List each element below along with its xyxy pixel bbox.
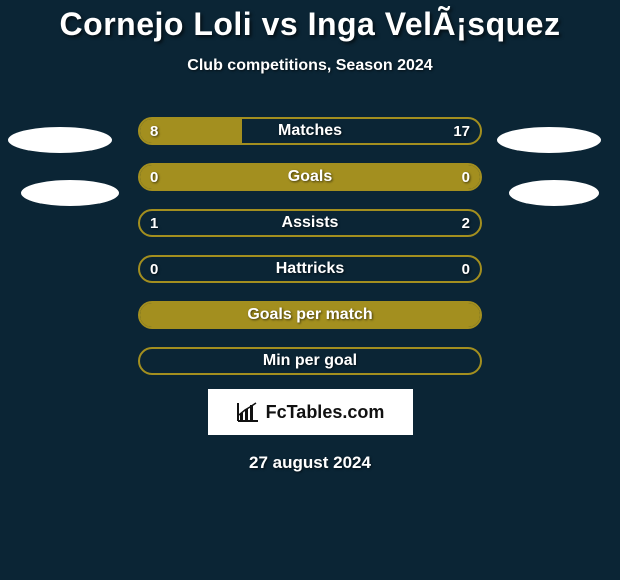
stat-label: Min per goal <box>140 352 480 370</box>
stat-label: Goals <box>140 168 480 186</box>
date-label: 27 august 2024 <box>0 453 620 473</box>
player-ellipse <box>497 127 601 153</box>
stat-row: 817Matches <box>138 117 482 145</box>
logo-box: FcTables.com <box>208 389 413 435</box>
comparison-bars: 817Matches 00Goals 12Assists 00Hattricks Goa… <box>138 117 482 393</box>
logo: FcTables.com <box>236 401 385 423</box>
stat-label: Hattricks <box>140 260 480 278</box>
stat-row: Min per goal <box>138 347 482 375</box>
stat-row: Goals per match <box>138 301 482 329</box>
logo-chart-icon <box>236 401 260 423</box>
player-ellipse <box>509 180 599 206</box>
subtitle: Club competitions, Season 2024 <box>0 57 620 75</box>
stat-label: Assists <box>140 214 480 232</box>
stat-label: Goals per match <box>140 306 480 324</box>
stat-row: 00Hattricks <box>138 255 482 283</box>
stat-row: 12Assists <box>138 209 482 237</box>
stat-row: 00Goals <box>138 163 482 191</box>
player-ellipse <box>8 127 112 153</box>
page-title: Cornejo Loli vs Inga VelÃ¡squez <box>0 0 620 43</box>
player-ellipse <box>21 180 119 206</box>
stats-area: 817Matches 00Goals 12Assists 00Hattricks Goa… <box>0 117 620 387</box>
logo-text: FcTables.com <box>266 402 385 423</box>
stat-label: Matches <box>140 122 480 140</box>
